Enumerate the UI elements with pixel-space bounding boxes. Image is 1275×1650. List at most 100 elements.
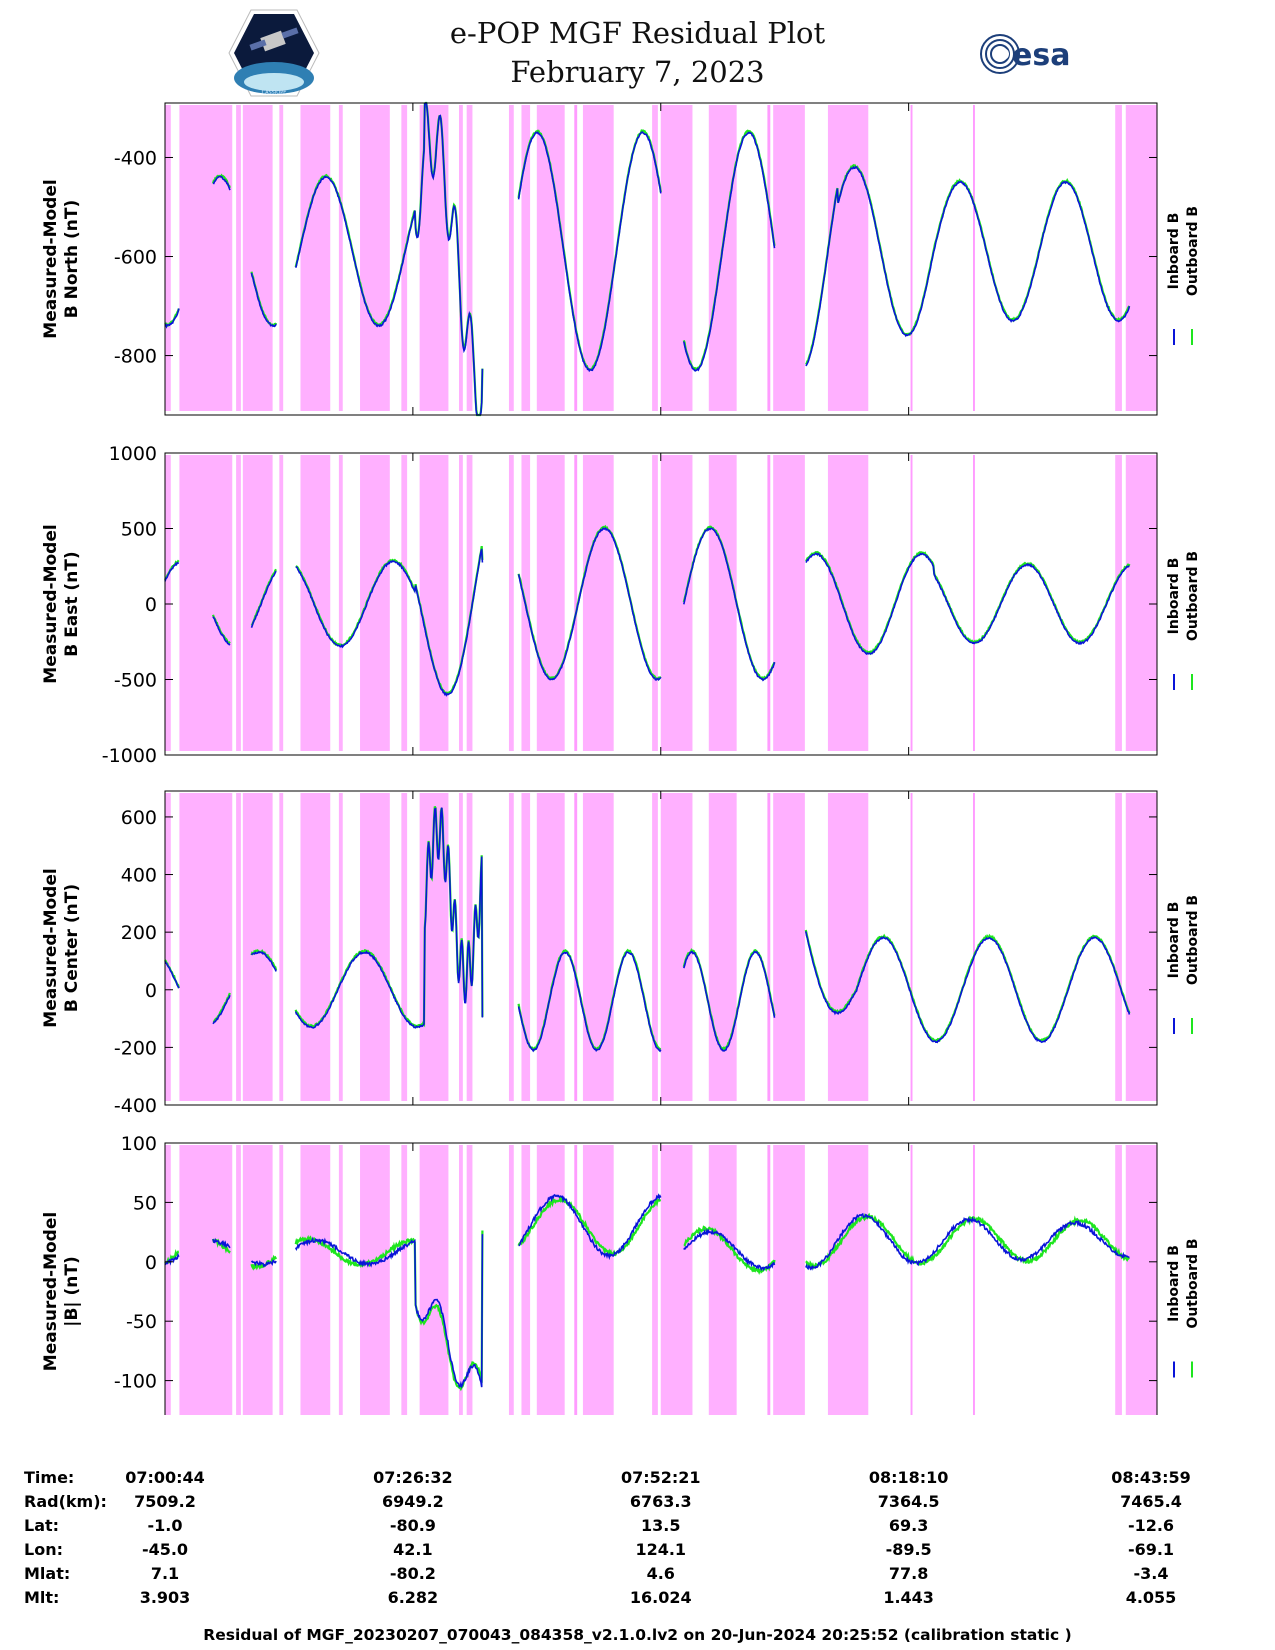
ephemeris-cell: -89.5 [885,1540,932,1559]
y-tick-label: 50 [133,1192,157,1214]
outboard-trace [517,1195,662,1257]
inboard-trace [683,131,776,372]
shaded-interval [536,793,565,1101]
cassiope-logo-text: CASSIOPE [262,90,287,96]
shaded-interval [973,455,975,751]
shaded-interval [521,105,531,411]
inboard-trace [212,616,231,646]
esa-logo: esa [980,34,1070,74]
ephemeris-cell: 69.3 [888,1516,929,1535]
y-axis-label-line2: B Center (nT) [62,884,82,1012]
inboard-trace [517,131,662,373]
ephemeris-cell: 16.024 [629,1588,692,1607]
ephemeris-cell: 13.5 [641,1516,681,1535]
shaded-interval [767,793,771,1101]
y-tick-label: 600 [121,807,157,829]
shaded-interval [458,455,463,751]
shaded-interval [466,1145,473,1415]
inboard-trace [164,960,180,989]
shaded-interval [1115,793,1122,1101]
y-tick-label: 100 [121,1133,157,1155]
shaded-interval [536,455,565,751]
y-tick-label: 400 [121,865,157,887]
inboard-trace [805,552,1130,655]
y-tick-label: -200 [114,1037,157,1059]
y-tick-label: -1000 [102,745,157,767]
outboard-trace [294,1230,484,1392]
inboard-trace [805,931,1131,1044]
inboard-trace [517,527,662,682]
ephemeris-row-label: Rad(km): [24,1492,107,1511]
shaded-interval [179,793,233,1101]
shaded-interval [574,105,578,411]
shaded-interval [773,105,805,411]
shaded-interval [300,455,331,751]
shaded-interval [582,1145,614,1415]
shaded-interval [300,793,331,1101]
y-tick-label: -100 [114,1371,157,1393]
y-axis-label-line1: Measured-Model [41,179,61,338]
ephemeris-cell: 77.8 [888,1564,929,1583]
ephemeris-cell: 7509.2 [134,1492,196,1511]
y-axis-label: Measured-Model|B| (nT) [41,1212,82,1371]
panel-2: 1000 500 0 -500 -1000 Measured-ModelB East (n… [41,443,1201,767]
panel-1: -400 -600 -800 Measured-ModelB North (nT) In… [41,101,1201,417]
shaded-interval [279,793,284,1101]
ephemeris-cell: 6949.2 [382,1492,444,1511]
shaded-interval [508,793,514,1101]
shaded-interval [338,793,343,1101]
shaded-interval [708,105,737,411]
shaded-interval [910,1145,913,1415]
inboard-trace [683,527,776,682]
shaded-interval [419,1145,449,1415]
legend-inboard-label: Inboard B [1166,1245,1182,1322]
shaded-interval [279,105,284,411]
y-tick-label: -500 [114,670,157,692]
shaded-interval [910,793,913,1101]
ephemeris-cell: 4.6 [646,1564,675,1583]
ephemeris-cell: 08:43:59 [1111,1468,1191,1487]
shaded-interval [300,1145,331,1415]
shaded-interval [652,793,658,1101]
shaded-interval [165,1145,171,1415]
ephemeris-cell: 42.1 [393,1540,433,1559]
shaded-interval [242,793,273,1101]
ephemeris-row-label: Time: [24,1468,75,1487]
shaded-interval [652,455,658,751]
y-tick-label: -400 [114,1095,157,1117]
shaded-interval [1125,105,1157,411]
inboard-trace [212,1237,231,1249]
shaded-interval [652,1145,658,1415]
shaded-interval [973,105,975,411]
inboard-trace [683,950,776,1052]
ephemeris-cell: -3.4 [1133,1564,1169,1583]
y-axis-label-line1: Measured-Model [41,868,61,1027]
panel-3: 600 400 200 0 -200 -400 Measured-ModelB Center… [41,790,1201,1117]
shaded-interval [582,793,614,1101]
y-tick-label: 0 [145,980,157,1002]
shaded-interval [536,1145,565,1415]
shaded-interval [660,793,693,1101]
shaded-interval [179,1145,233,1415]
y-tick-label: 1000 [109,443,157,465]
inboard-trace [294,102,484,416]
shaded-interval [165,105,171,411]
shaded-interval [466,105,473,411]
shaded-interval [708,455,737,751]
shaded-interval [1125,1145,1157,1415]
ephemeris-cell: -1.0 [147,1516,183,1535]
inboard-trace [250,272,277,328]
shaded-interval [508,1145,514,1415]
legend-inboard-label: Inboard B [1166,902,1182,979]
shaded-interval [279,455,284,751]
shaded-interval [773,793,805,1101]
inboard-trace [294,1234,484,1389]
legend-inboard-label: Inboard B [1166,558,1182,635]
ephemeris-cell: 3.903 [139,1588,191,1607]
shaded-interval [466,455,473,751]
legend: Inboard B Outboard B [1166,206,1201,296]
shaded-interval [660,455,693,751]
y-axis-label-line2: B North (nT) [62,200,82,319]
